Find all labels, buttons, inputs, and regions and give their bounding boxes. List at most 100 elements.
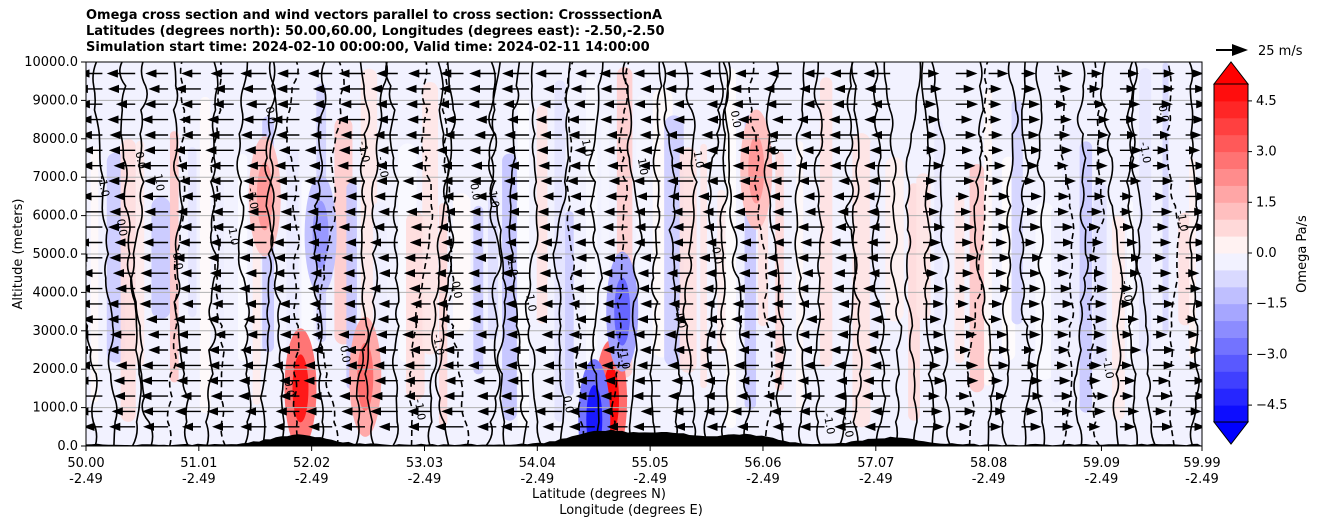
- contour-label: 0.0: [709, 246, 725, 265]
- omega-contour-line: [883, 62, 903, 446]
- omega-streak: [188, 147, 197, 318]
- x-tick-label-lon: -2.49: [859, 472, 893, 487]
- contour-label: 1.0: [151, 173, 167, 192]
- contour-label: -1.0: [356, 140, 373, 163]
- x-tick-label-lon: -2.49: [1185, 472, 1219, 487]
- contour-label: 0.0: [728, 109, 744, 128]
- y-tick-label: 6000.0: [33, 209, 79, 224]
- colorbar-segment: [1214, 202, 1248, 220]
- x-tick-label-lon: -2.49: [1085, 472, 1119, 487]
- colorbar-tick-label: −4.5: [1256, 398, 1288, 413]
- omega-contour-line: [269, 62, 285, 446]
- colorbar-segment: [1214, 151, 1248, 169]
- omega-contour-line: [564, 62, 585, 446]
- wind-vectors: [86, 69, 1202, 431]
- colorbar-tick-label: 0.0: [1256, 246, 1277, 261]
- colorbar-segment: [1214, 84, 1248, 102]
- x-axis: 50.00-2.4951.01-2.4952.02-2.4953.03-2.49…: [67, 446, 1221, 487]
- omega-contour-line: [1035, 62, 1046, 446]
- omega-contour-line: [92, 62, 118, 446]
- y-tick-label: 10000.0: [24, 55, 78, 70]
- colorbar-tick-label: 4.5: [1256, 94, 1277, 109]
- omega-streak: [120, 139, 136, 422]
- x-tick-label-lon: -2.49: [972, 472, 1006, 487]
- omega-anomaly-core: [614, 277, 631, 346]
- x-tick-label-lon: -2.49: [746, 472, 780, 487]
- omega-streak: [636, 94, 650, 350]
- omega-streak: [473, 205, 484, 375]
- omega-contour-line: [86, 260, 98, 446]
- x-tick-label-lon: -2.49: [69, 472, 103, 487]
- omega-streak: [1178, 212, 1193, 326]
- x-tick-label-lat: 57.07: [857, 456, 894, 471]
- colorbar-segment: [1214, 253, 1248, 271]
- omega-streak: [984, 88, 992, 386]
- colorbar-extend-min: [1212, 421, 1250, 445]
- x-tick-label-lat: 55.05: [632, 456, 669, 471]
- contour-label: 0.0: [449, 280, 465, 299]
- x-tick-label-lat: 50.00: [67, 456, 104, 471]
- omega-contour-line: [748, 62, 774, 446]
- omega-contour-line: [172, 62, 190, 446]
- omega-streak: [885, 156, 904, 322]
- omega-contour-line: [524, 62, 543, 446]
- contour-label: 1.0: [226, 227, 242, 246]
- colorbar-segment: [1214, 286, 1248, 305]
- omega-fill-layer: [86, 62, 1202, 446]
- terrain-profile: [86, 429, 1202, 446]
- colorbar-segment: [1214, 236, 1248, 254]
- omega-contour-line: [488, 62, 507, 446]
- colorbar-segment: [1214, 185, 1248, 203]
- omega-streak: [775, 151, 784, 391]
- omega-contour-line: [973, 62, 995, 446]
- quiver-key: 25 m/s: [1216, 44, 1303, 59]
- omega-streak: [954, 195, 965, 364]
- colorbar-segment: [1214, 337, 1248, 355]
- omega-streak: [700, 143, 707, 389]
- x-axis-label-lat: Latitude (degrees N): [532, 487, 666, 502]
- x-tick-label-lat: 52.02: [293, 456, 330, 471]
- colorbar: 4.5 3.0 1.5 0.0 −1.5 −3.0 −4.5: [1212, 61, 1288, 445]
- omega-contour-line: [930, 62, 952, 446]
- omega-streak: [536, 105, 548, 324]
- x-tick-label-lat: 51.01: [180, 456, 217, 471]
- y-tick-label: 4000.0: [33, 285, 79, 300]
- omega-streak: [836, 210, 846, 386]
- colorbar-segment: [1214, 388, 1248, 406]
- x-tick-label-lat: 59.99: [1183, 456, 1220, 471]
- x-tick-label-lon: -2.49: [408, 472, 442, 487]
- colorbar-segment: [1214, 219, 1248, 237]
- colorbar-tick-label: −3.0: [1256, 347, 1288, 362]
- x-tick-label-lat: 53.03: [406, 456, 443, 471]
- omega-streak: [585, 76, 598, 369]
- y-tick-label: 9000.0: [33, 93, 79, 108]
- omega-contour-line: [1073, 62, 1089, 446]
- contour-label: -1.0: [430, 333, 447, 356]
- y-tick-label: 8000.0: [33, 132, 79, 147]
- colorbar-segment: [1214, 371, 1248, 389]
- omega-contour-line: [904, 62, 922, 446]
- title-line-3: Simulation start time: 2024-02-10 00:00:…: [86, 40, 650, 55]
- omega-streak: [796, 141, 804, 412]
- x-tick-label-lon: -2.49: [520, 472, 554, 487]
- omega-streak: [406, 211, 425, 401]
- colorbar-segment: [1214, 354, 1248, 372]
- x-tick-label-lat: 58.08: [970, 456, 1007, 471]
- omega-contour-line: [236, 62, 252, 446]
- contour-label: -1.0: [1100, 356, 1117, 379]
- x-axis-label-lon: Longitude (degrees E): [559, 503, 703, 518]
- omega-contour-line: [724, 62, 751, 446]
- colorbar-tick-label: 1.5: [1256, 195, 1277, 210]
- quiver-key-label: 25 m/s: [1258, 44, 1303, 59]
- chart-title: Omega cross section and wind vectors par…: [86, 8, 665, 56]
- y-tick-label: 1000.0: [33, 401, 79, 416]
- x-tick-label-lon: -2.49: [182, 472, 216, 487]
- x-tick-label-lon: -2.49: [633, 472, 667, 487]
- omega-contour-line: [999, 62, 1019, 446]
- colorbar-segment: [1214, 269, 1248, 288]
- y-tick-label: 0.0: [57, 439, 78, 454]
- y-tick-label: 5000.0: [33, 247, 79, 262]
- x-tick-label-lat: 59.09: [1083, 456, 1120, 471]
- omega-contour-line: [407, 62, 434, 446]
